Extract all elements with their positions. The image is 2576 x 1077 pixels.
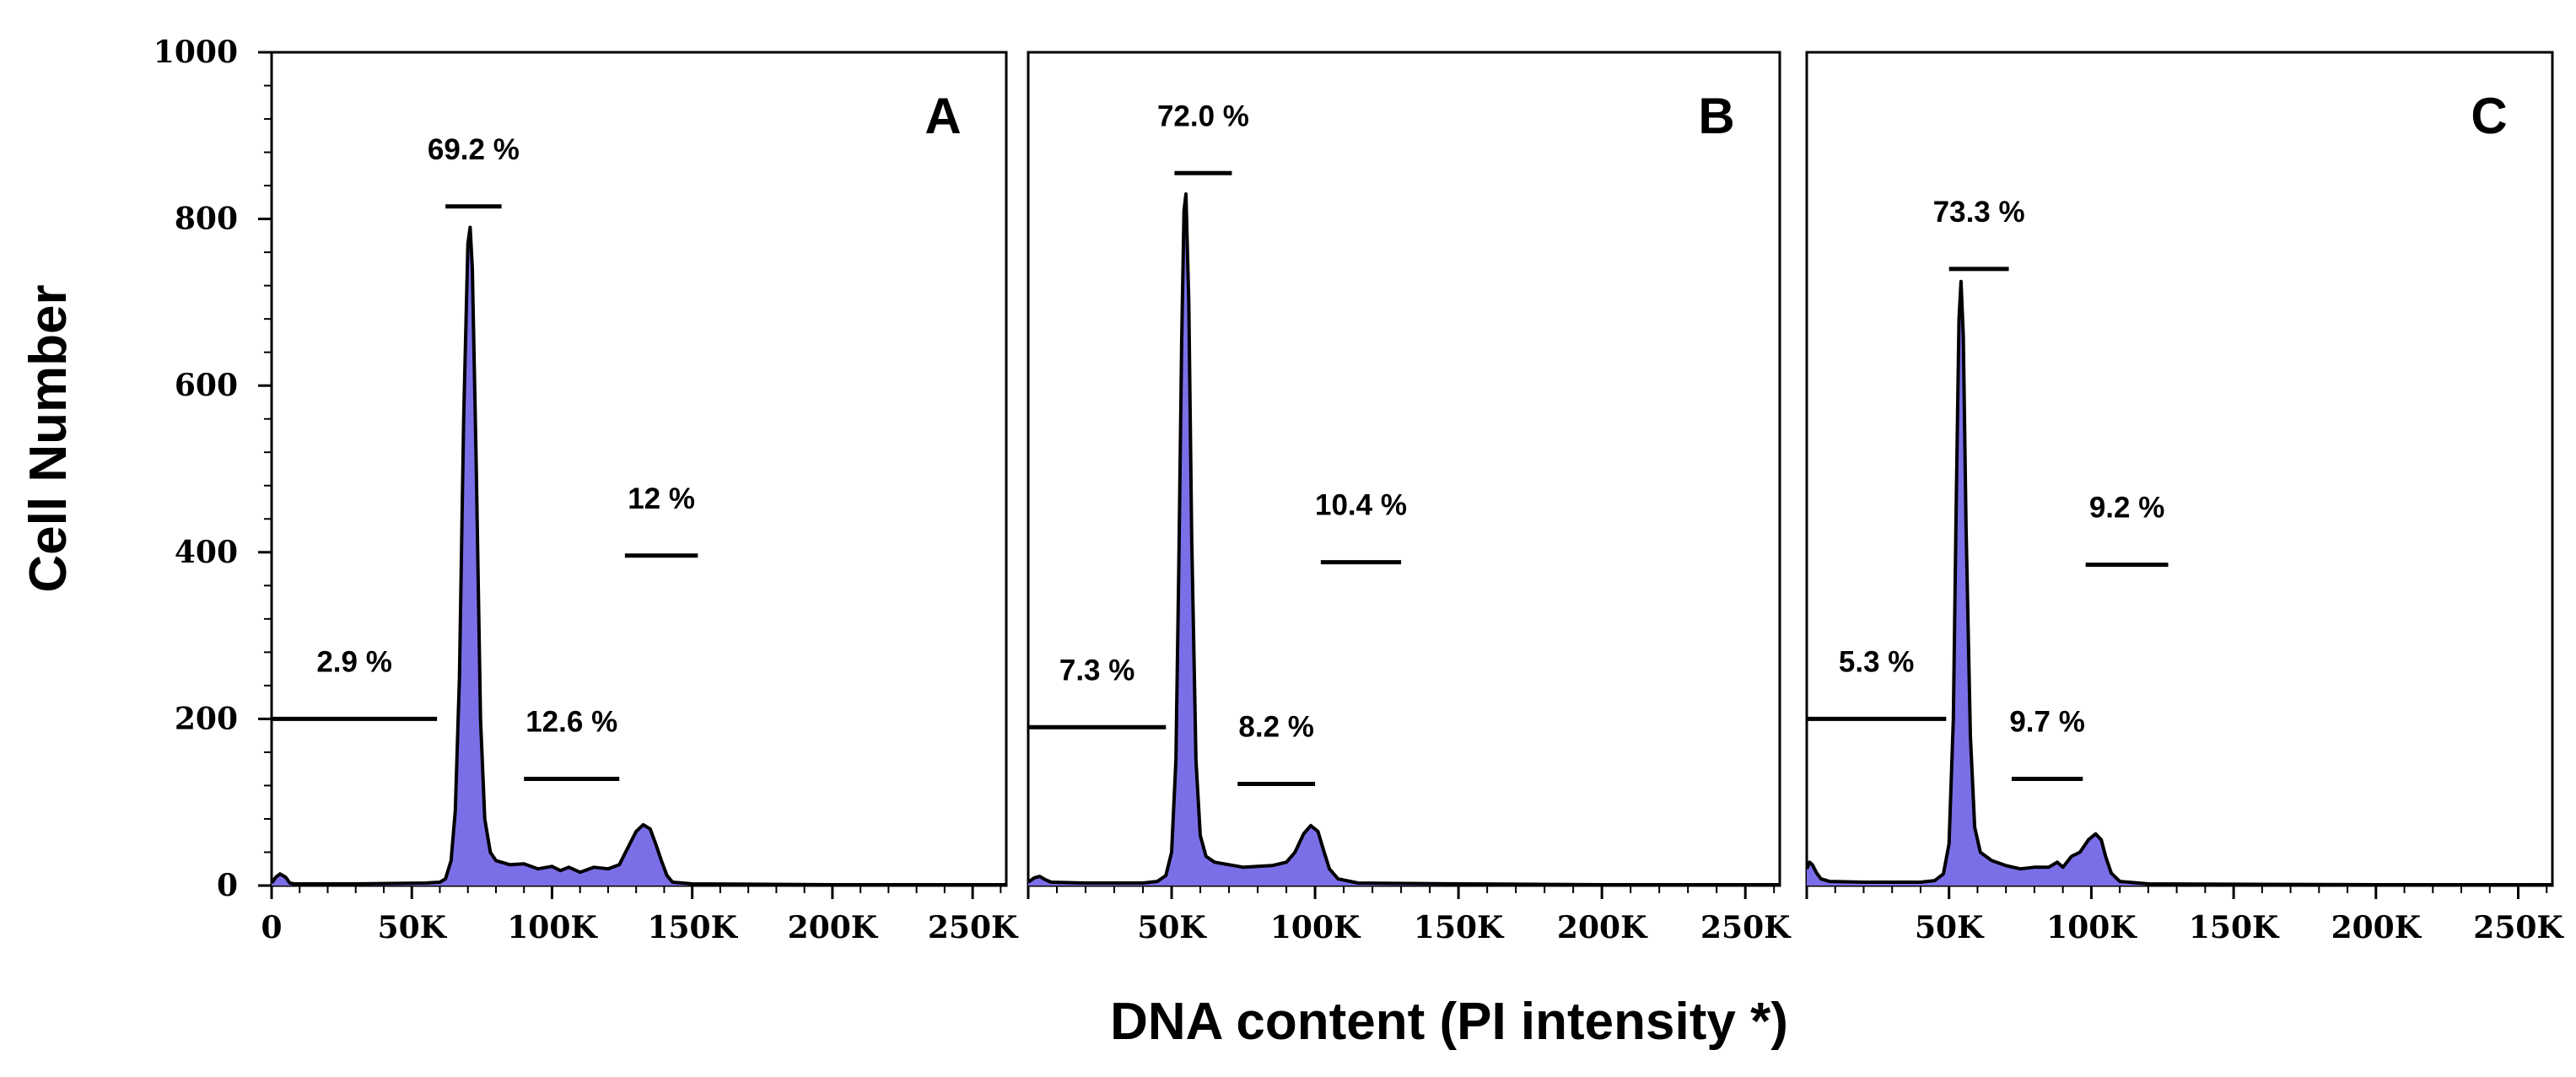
x-tick-label: 50K <box>378 910 448 945</box>
gate-percentage-label: 73.3 % <box>1933 196 2025 229</box>
x-tick-label: 100K <box>507 910 598 945</box>
histogram-line <box>1805 279 2552 886</box>
x-tick-label: 100K <box>1270 910 1361 945</box>
panel-a: 0 50K 100K 150K 200K 250K 2.9 % 69.2 % 12.6 % 12 … <box>261 51 1019 945</box>
x-tick-label: 250K <box>2473 910 2564 945</box>
x-axis-title: DNA content (PI intensity *) <box>1110 993 1788 1051</box>
panel-frame <box>1027 51 1781 887</box>
panel-letter: A <box>924 88 961 144</box>
x-tick-label: 200K <box>788 910 879 945</box>
panel-frame <box>270 51 1008 887</box>
y-axis-title: Cell Number <box>19 284 78 592</box>
y-tick-label: 400 <box>175 535 238 570</box>
y-tick-label: 0 <box>217 868 238 903</box>
gate-percentage-label: 12.6 % <box>525 706 617 739</box>
gate-percentage-label: 7.3 % <box>1059 654 1135 687</box>
gate-percentage-label: 72.0 % <box>1157 100 1249 132</box>
histogram-fill <box>1028 194 1780 886</box>
gate-percentage-label: 8.2 % <box>1238 710 1314 743</box>
gate-percentage-label: 9.7 % <box>2009 706 2085 739</box>
y-tick-label: 800 <box>175 202 238 237</box>
histogram-line <box>270 225 1006 886</box>
y-tick-label: 200 <box>175 701 238 736</box>
panel-letter: B <box>1698 88 1734 144</box>
histogram-fill <box>1807 281 2552 886</box>
x-tick-label: 200K <box>2331 910 2422 945</box>
x-tick-label: 150K <box>647 910 738 945</box>
y-tick-label: 600 <box>175 368 238 403</box>
gate-percentage-label: 12 % <box>628 482 695 515</box>
panel-b: 50K 100K 150K 200K 250K 7.3 % 72.0 % 8.2 % 10.4 … <box>1027 51 1792 945</box>
gate-percentage-label: 69.2 % <box>428 133 520 166</box>
x-tick-label: 200K <box>1557 910 1648 945</box>
x-tick-label: 150K <box>2189 910 2280 945</box>
x-tick-label: 250K <box>1700 910 1792 945</box>
y-tick-label: 1000 <box>154 35 238 70</box>
x-tick-label: 150K <box>1414 910 1505 945</box>
gate-percentage-label: 5.3 % <box>1839 645 1915 678</box>
x-tick-label: 250K <box>928 910 1019 945</box>
gate-percentage-label: 2.9 % <box>316 645 392 678</box>
y-axis: 0 200 400 600 800 1000 <box>154 35 272 903</box>
panel-c: 50K 100K 150K 200K 250K 5.3 % 73.3 % 9.7 % 9.2 %… <box>1805 51 2564 945</box>
histogram-line <box>1027 192 1780 886</box>
x-tick-label: 50K <box>1137 910 1207 945</box>
gate-percentage-label: 10.4 % <box>1315 489 1407 522</box>
x-tick-label: 100K <box>2046 910 2137 945</box>
panel-frame <box>1805 51 2554 887</box>
x-tick-label: 50K <box>1915 910 1985 945</box>
x-tick-label: 0 <box>261 910 282 945</box>
panel-letter: C <box>2471 88 2507 144</box>
gate-percentage-label: 9.2 % <box>2089 492 2165 525</box>
